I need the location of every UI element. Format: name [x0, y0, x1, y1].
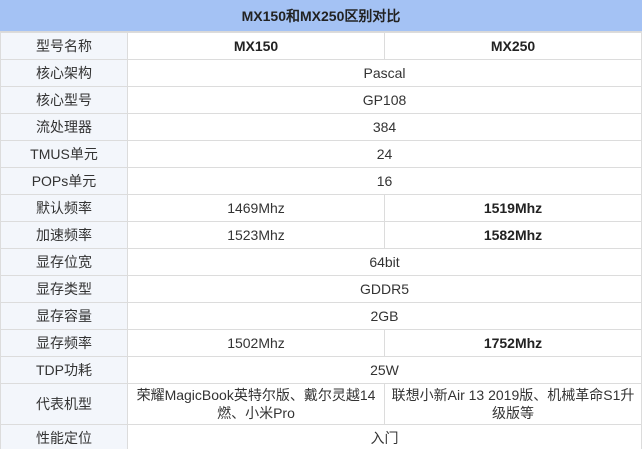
table-row: 性能定位 入门 — [0, 424, 642, 449]
table-row: 型号名称 MX150 MX250 — [0, 32, 642, 60]
row-label: 型号名称 — [0, 32, 128, 60]
table-row: 代表机型 荣耀MagicBook英特尔版、戴尔灵越14燃、小米Pro 联想小新Air… — [0, 383, 642, 425]
table-row: 显存频率 1502Mhz 1752Mhz — [0, 329, 642, 357]
table-row: TDP功耗 25W — [0, 356, 642, 384]
row-label: TMUS单元 — [0, 140, 128, 168]
value-mx150: 1469Mhz — [127, 194, 385, 222]
row-label: 核心型号 — [0, 86, 128, 114]
row-label: 加速频率 — [0, 221, 128, 249]
merged-value: 64bit — [127, 248, 642, 276]
merged-value: 16 — [127, 167, 642, 195]
row-label: 核心架构 — [0, 59, 128, 87]
table-row: 流处理器 384 — [0, 113, 642, 141]
value-mx150: MX150 — [127, 32, 385, 60]
row-label: 显存容量 — [0, 302, 128, 330]
row-label: 代表机型 — [0, 383, 128, 425]
table-row: TMUS单元 24 — [0, 140, 642, 168]
merged-value: 384 — [127, 113, 642, 141]
value-mx250: 联想小新Air 13 2019版、机械革命S1升级版等 — [384, 383, 642, 425]
row-label: 默认频率 — [0, 194, 128, 222]
row-label: 显存位宽 — [0, 248, 128, 276]
table-row: 加速频率 1523Mhz 1582Mhz — [0, 221, 642, 249]
merged-value: 入门 — [127, 424, 642, 449]
value-mx150: 荣耀MagicBook英特尔版、戴尔灵越14燃、小米Pro — [127, 383, 385, 425]
row-label: TDP功耗 — [0, 356, 128, 384]
row-label: 性能定位 — [0, 424, 128, 449]
merged-value: 24 — [127, 140, 642, 168]
row-label: 显存类型 — [0, 275, 128, 303]
row-label: 流处理器 — [0, 113, 128, 141]
table-row: 核心型号 GP108 — [0, 86, 642, 114]
row-label: 显存频率 — [0, 329, 128, 357]
comparison-table: 型号名称 MX150 MX250 核心架构 Pascal 核心型号 GP108 流处理器 384… — [0, 32, 642, 449]
table-row: 显存容量 2GB — [0, 302, 642, 330]
table-row: 默认频率 1469Mhz 1519Mhz — [0, 194, 642, 222]
table-row: POPs单元 16 — [0, 167, 642, 195]
value-mx250: 1519Mhz — [384, 194, 642, 222]
merged-value: 25W — [127, 356, 642, 384]
value-mx150: 1502Mhz — [127, 329, 385, 357]
merged-value: GDDR5 — [127, 275, 642, 303]
table-row: 核心架构 Pascal — [0, 59, 642, 87]
value-mx150: 1523Mhz — [127, 221, 385, 249]
table-title: MX150和MX250区别对比 — [0, 0, 642, 32]
merged-value: GP108 — [127, 86, 642, 114]
value-mx250: MX250 — [384, 32, 642, 60]
merged-value: Pascal — [127, 59, 642, 87]
table-row: 显存位宽 64bit — [0, 248, 642, 276]
table-row: 显存类型 GDDR5 — [0, 275, 642, 303]
value-mx250: 1752Mhz — [384, 329, 642, 357]
value-mx250: 1582Mhz — [384, 221, 642, 249]
merged-value: 2GB — [127, 302, 642, 330]
row-label: POPs单元 — [0, 167, 128, 195]
